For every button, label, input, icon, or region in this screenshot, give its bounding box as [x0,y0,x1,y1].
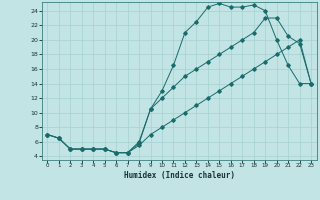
X-axis label: Humidex (Indice chaleur): Humidex (Indice chaleur) [124,171,235,180]
